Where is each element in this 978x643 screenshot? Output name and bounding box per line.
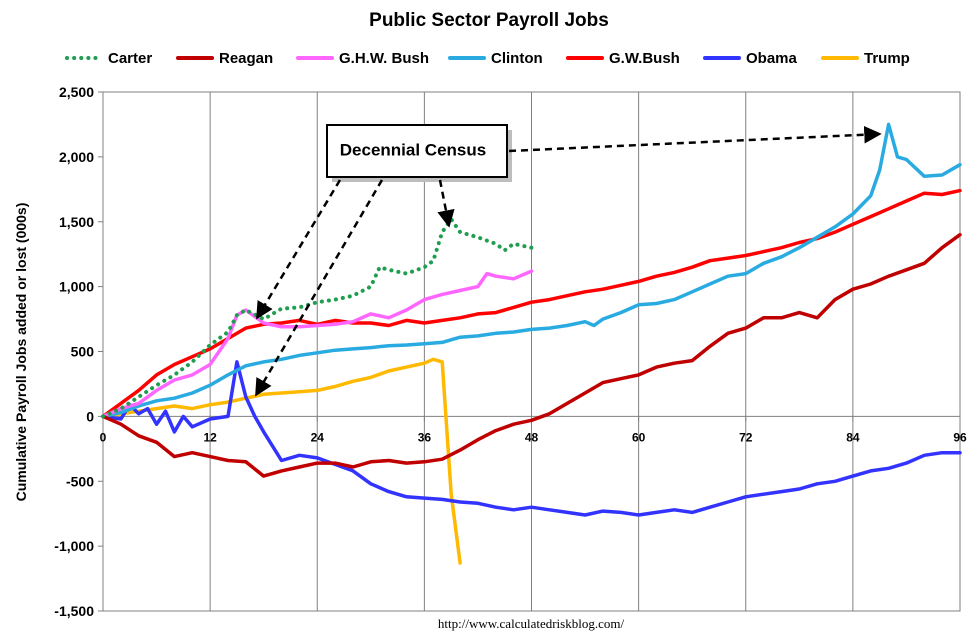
y-tick-label: 500 [71,344,95,360]
annotation-arrow-4 [508,125,882,153]
x-tick-label: 36 [418,430,432,444]
x-tick-label: 96 [953,430,967,444]
annotation-arrow-1 [255,179,342,320]
legend-label-carter: Carter [108,50,152,67]
legend-label-clinton: Clinton [491,50,543,67]
annotation-text: Decennial Census [340,140,486,159]
y-tick-label: -1,500 [54,603,94,619]
y-tick-label: 1,500 [59,214,94,230]
gridlines [209,92,854,611]
annotation-callout: Decennial Census [254,124,882,397]
y-tick-label: -1,000 [54,538,94,554]
y-tick-label: 2,500 [59,84,94,100]
legend-label-trump: Trump [864,50,910,67]
x-tick-label: 72 [739,430,753,444]
x-tick-label: 0 [100,430,107,444]
x-tick-label: 60 [632,430,646,444]
series-line-obama [101,360,962,517]
legend-label-reagan: Reagan [219,50,273,67]
annotation-arrow-3 [437,179,455,228]
series-line-trump [101,357,462,565]
annotation-box [326,124,508,178]
x-tick-label: 48 [525,430,539,444]
series-group [101,122,962,565]
series-line-g-h-w-bush [101,269,534,419]
series-line-reagan [101,232,962,478]
y-tick-label: 1,000 [59,279,94,295]
x-tick-label: 24 [311,430,325,444]
legend: Carter Reagan G.H.W. Bush Clinton G.W.Bush Ob… [65,50,910,67]
legend-label-g-h-w-bush: G.H.W. Bush [339,50,429,67]
annotation-arrow-2 [254,179,384,397]
y-tick-label: -500 [66,473,94,489]
y-tick-label: 2,000 [59,149,94,165]
legend-label-g-w-bush: G.W.Bush [609,50,680,67]
y-axis-label: Cumulative Payroll Jobs added or lost (0… [13,203,29,502]
series-line-clinton [101,122,962,419]
chart-title: Public Sector Payroll Jobs [369,10,609,31]
source-text: http://www.calculatedriskblog.com/ [438,616,625,631]
axes: -1,500 -1,000 -500 0 500 1,000 1,500 2,000 2,500… [54,84,967,619]
y-tick-label: 0 [86,408,94,424]
series-line-carter [101,217,534,419]
x-tick-label: 84 [846,430,860,444]
legend-label-obama: Obama [746,50,798,67]
x-tick-label: 12 [203,430,217,444]
